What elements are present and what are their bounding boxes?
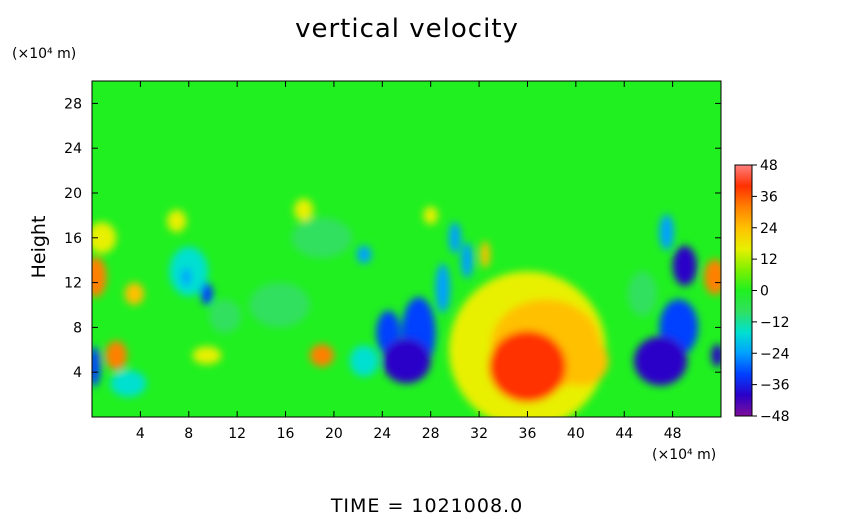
heatmap-cell bbox=[105, 340, 128, 370]
y-axis-unit: (×10⁴ m) bbox=[12, 46, 77, 62]
heatmap-cell bbox=[92, 346, 101, 387]
heatmap-cell bbox=[672, 245, 697, 286]
heatmap-cell bbox=[423, 206, 438, 225]
x-tick-label: 44 bbox=[615, 426, 633, 442]
y-tick-label: 20 bbox=[64, 186, 82, 202]
colorbar-tick-label: 0 bbox=[760, 284, 769, 300]
heatmap-cell bbox=[110, 369, 147, 397]
colorbar-tick-label: 48 bbox=[760, 158, 778, 174]
chart-title: vertical velocity bbox=[295, 14, 519, 44]
heatmap-cell bbox=[166, 209, 187, 233]
colorbar-tick-label: −12 bbox=[760, 315, 790, 331]
x-tick-label: 48 bbox=[664, 426, 682, 442]
y-tick-label: 4 bbox=[73, 365, 82, 381]
heatmap-cell bbox=[249, 282, 310, 328]
x-tick-label: 16 bbox=[277, 426, 295, 442]
x-tick-label: 28 bbox=[422, 426, 440, 442]
x-tick-label: 8 bbox=[184, 426, 193, 442]
heatmap-cell bbox=[659, 214, 674, 251]
heatmap-cell bbox=[480, 241, 490, 269]
heatmap-cell bbox=[704, 259, 721, 295]
x-tick-label: 32 bbox=[470, 426, 488, 442]
heatmap-cell bbox=[309, 344, 334, 367]
colorbar-tick-label: 12 bbox=[760, 252, 778, 268]
heatmap-cell bbox=[627, 271, 657, 317]
colorbar-tick-label: −24 bbox=[760, 346, 790, 362]
x-tick-label: 40 bbox=[567, 426, 585, 442]
x-axis-unit: (×10⁴ m) bbox=[652, 447, 717, 463]
y-tick-label: 8 bbox=[73, 320, 82, 336]
x-tick-label: 4 bbox=[136, 426, 145, 442]
colorbar-tick-label: −48 bbox=[760, 409, 790, 425]
y-tick-label: 28 bbox=[64, 96, 82, 112]
heatmap-cell bbox=[124, 282, 145, 305]
heatmap-cell bbox=[192, 346, 222, 365]
colorbar-tick-label: 36 bbox=[760, 189, 778, 205]
heatmap-upper-band bbox=[92, 81, 721, 201]
heatmap-cell bbox=[633, 336, 688, 386]
x-tick-label: 20 bbox=[325, 426, 343, 442]
heatmap-cell bbox=[460, 242, 474, 279]
x-axis: 4 8 12 16 20 24 28 32 36 40 44 48 bbox=[136, 81, 682, 442]
colorbar-tick-label: −36 bbox=[760, 378, 790, 394]
heatmap-cell bbox=[711, 344, 721, 367]
heatmap-cell bbox=[291, 217, 353, 258]
x-tick-label: 12 bbox=[228, 426, 246, 442]
heatmap-cell bbox=[200, 282, 213, 305]
y-tick-label: 16 bbox=[64, 231, 82, 247]
colorbar-tick-label: 24 bbox=[760, 221, 778, 237]
heatmap-field bbox=[92, 81, 721, 417]
heatmap-cell bbox=[382, 338, 431, 384]
heatmap-cell bbox=[294, 198, 314, 221]
colorbar-gradient bbox=[734, 164, 753, 417]
x-tick-label: 24 bbox=[373, 426, 391, 442]
heatmap-cell bbox=[92, 256, 107, 298]
y-tick-label: 24 bbox=[64, 141, 82, 157]
heatmap-cell bbox=[555, 336, 609, 386]
heatmap-cell bbox=[488, 330, 567, 403]
time-label: TIME = 1021008.0 bbox=[330, 495, 524, 517]
heatmap-cell bbox=[92, 222, 117, 254]
y-axis: 4 8 12 16 20 24 28 bbox=[64, 96, 721, 381]
plot-frame bbox=[91, 80, 722, 418]
y-tick-label: 12 bbox=[64, 276, 82, 292]
colorbar: 48 36 24 12 0 −12 −24 −36 −48 bbox=[734, 158, 790, 425]
heatmap-cell bbox=[209, 299, 241, 334]
heatmap-cell bbox=[435, 263, 451, 313]
heatmap-cell bbox=[181, 268, 192, 286]
heatmap-cell bbox=[448, 222, 461, 254]
x-tick-label: 36 bbox=[519, 426, 537, 442]
heatmap-cell bbox=[349, 345, 379, 377]
heatmap-cell bbox=[356, 245, 372, 264]
